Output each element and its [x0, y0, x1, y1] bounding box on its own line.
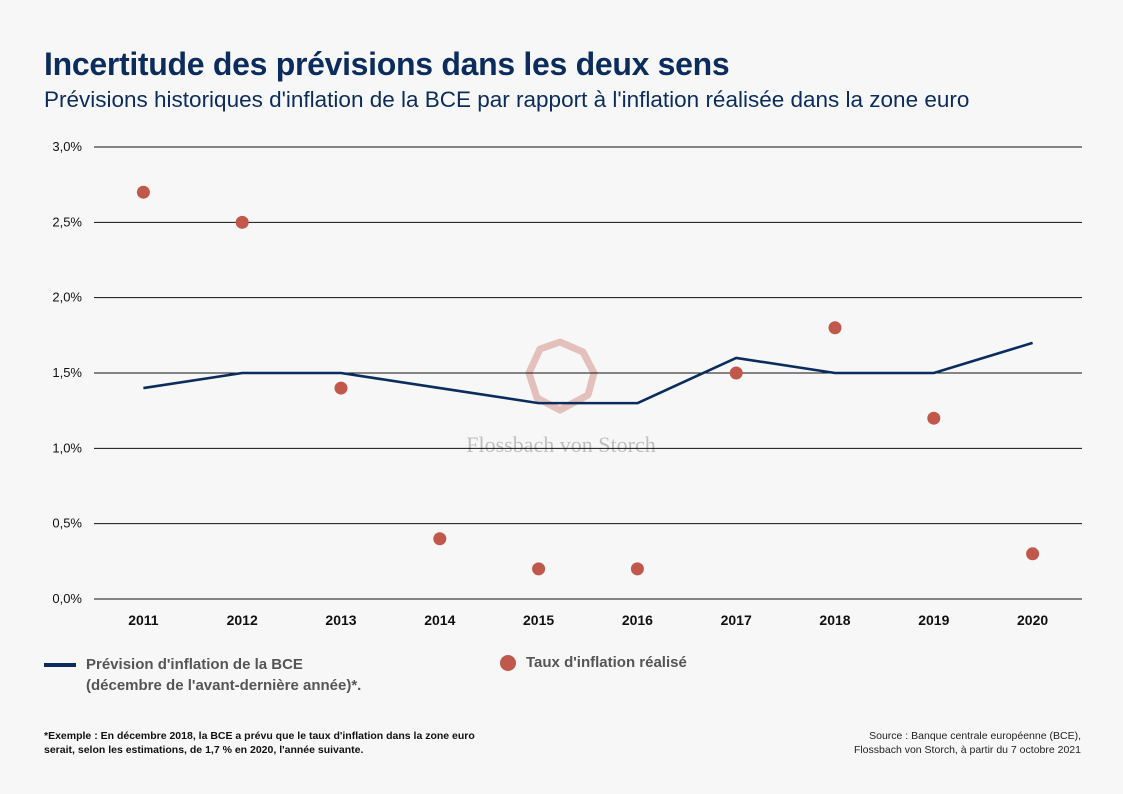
legend-forecast-label: Prévision d'inflation de la BCE (décembr… [86, 654, 361, 696]
source-line2: Flossbach von Storch, à partir du 7 octo… [853, 744, 1081, 756]
actual-data-point [729, 366, 743, 380]
actual-data-point [235, 215, 249, 229]
actual-data-point [532, 562, 546, 576]
x-tick-label: 2017 [721, 612, 752, 628]
chart-subtitle: Prévisions historiques d'inflation de la… [44, 87, 970, 112]
legend-forecast-line1: Prévision d'inflation de la BCE [86, 656, 303, 673]
actual-data-point [433, 532, 447, 546]
chart-title: Incertitude des prévisions dans les deux… [44, 46, 730, 82]
legend-item-forecast: Prévision d'inflation de la BCE (décembr… [44, 654, 361, 696]
source-line1: Source : Banque centrale européenne (BCE… [869, 730, 1081, 742]
y-tick-label: 3,0% [52, 139, 82, 154]
actual-data-point [828, 321, 842, 335]
x-tick-label: 2013 [325, 612, 356, 628]
forecast-series-line [143, 341, 1033, 405]
y-tick-label: 0,5% [52, 516, 82, 531]
actual-data-point [630, 562, 644, 576]
y-tick-label: 1,0% [52, 440, 82, 455]
footnote: *Exemple : En décembre 2018, la BCE a pr… [44, 730, 475, 756]
actual-data-point [927, 411, 941, 425]
watermark-logo-icon [525, 338, 598, 414]
legend-line-swatch [44, 663, 76, 667]
x-tick-label: 2015 [523, 612, 554, 628]
watermark-text: Flossbach von Storch [466, 432, 655, 457]
legend-dot-swatch [500, 654, 516, 671]
watermark: Flossbach von Storch [466, 338, 656, 457]
y-tick-label: 2,5% [52, 214, 82, 229]
x-tick-label: 2020 [1017, 612, 1048, 628]
actual-data-point [136, 185, 150, 199]
x-tick-label: 2014 [424, 612, 455, 628]
y-tick-label: 0,0% [52, 591, 82, 606]
source-note: Source : Banque centrale européenne (BCE… [854, 729, 1081, 757]
x-tick-label: 2016 [622, 612, 653, 628]
y-tick-label: 1,5% [52, 365, 82, 380]
legend-item-actual: Taux d'inflation réalisé [500, 654, 687, 671]
x-tick-label: 2012 [227, 612, 258, 628]
legend-forecast-line2: (décembre de l'avant-dernière année)*. [86, 677, 362, 694]
y-tick-label: 2,0% [52, 290, 82, 305]
x-tick-label: 2019 [918, 612, 949, 628]
x-tick-label: 2018 [819, 612, 850, 628]
legend-actual-label: Taux d'inflation réalisé [526, 654, 687, 671]
x-tick-label: 2011 [128, 612, 159, 628]
actual-data-point [334, 381, 348, 395]
actual-data-point [1026, 547, 1040, 561]
